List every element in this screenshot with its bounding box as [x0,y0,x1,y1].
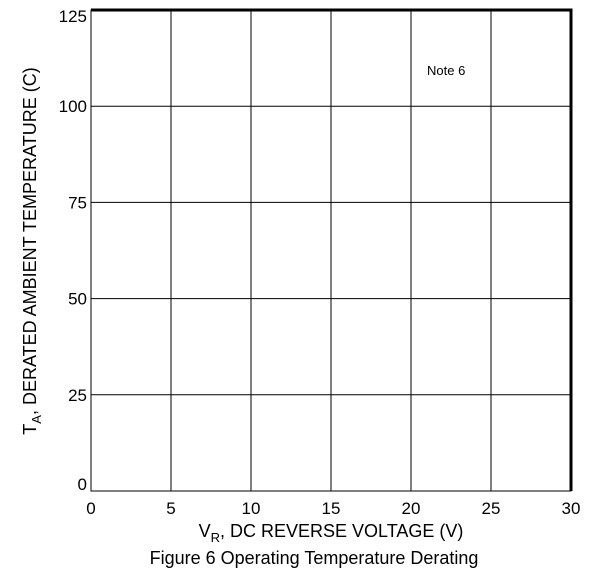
y-tick-labels: 0 25 50 75 100 125 [59,7,87,494]
y-tick-label: 100 [59,97,87,116]
x-tick-label: 5 [166,499,175,518]
x-axis-label: VR, DC REVERSE VOLTAGE (V) [199,521,464,545]
x-tick-label: 15 [322,499,341,518]
y-tick-label: 25 [68,386,87,405]
figure-caption: Figure 6 Operating Temperature Derating [150,548,479,568]
y-axis-label-rest: , DERATED AMBIENT TEMPERATURE (C) [20,67,40,415]
y-axis-label-main: T [20,424,40,435]
y-tick-label: 125 [59,7,87,26]
x-axis-label-subscript: R [211,530,220,545]
x-tick-label: 0 [86,499,95,518]
y-tick-label: 0 [78,475,87,494]
x-tick-label: 30 [562,499,581,518]
gridlines [91,10,571,491]
y-axis-label-subscript: A [29,415,44,424]
y-tick-label: 50 [68,290,87,309]
x-tick-label: 25 [482,499,501,518]
y-tick-label: 75 [68,193,87,212]
x-tick-label: 10 [242,499,261,518]
x-tick-label: 20 [402,499,421,518]
x-axis-label-rest: , DC REVERSE VOLTAGE (V) [220,521,463,541]
x-tick-labels: 0 5 10 15 20 25 30 [86,499,580,518]
x-axis-label-main: V [199,521,211,541]
plot-area [90,8,573,492]
note-annotation: Note 6 [427,63,465,78]
y-axis-label: TA, DERATED AMBIENT TEMPERATURE (C) [20,67,44,434]
